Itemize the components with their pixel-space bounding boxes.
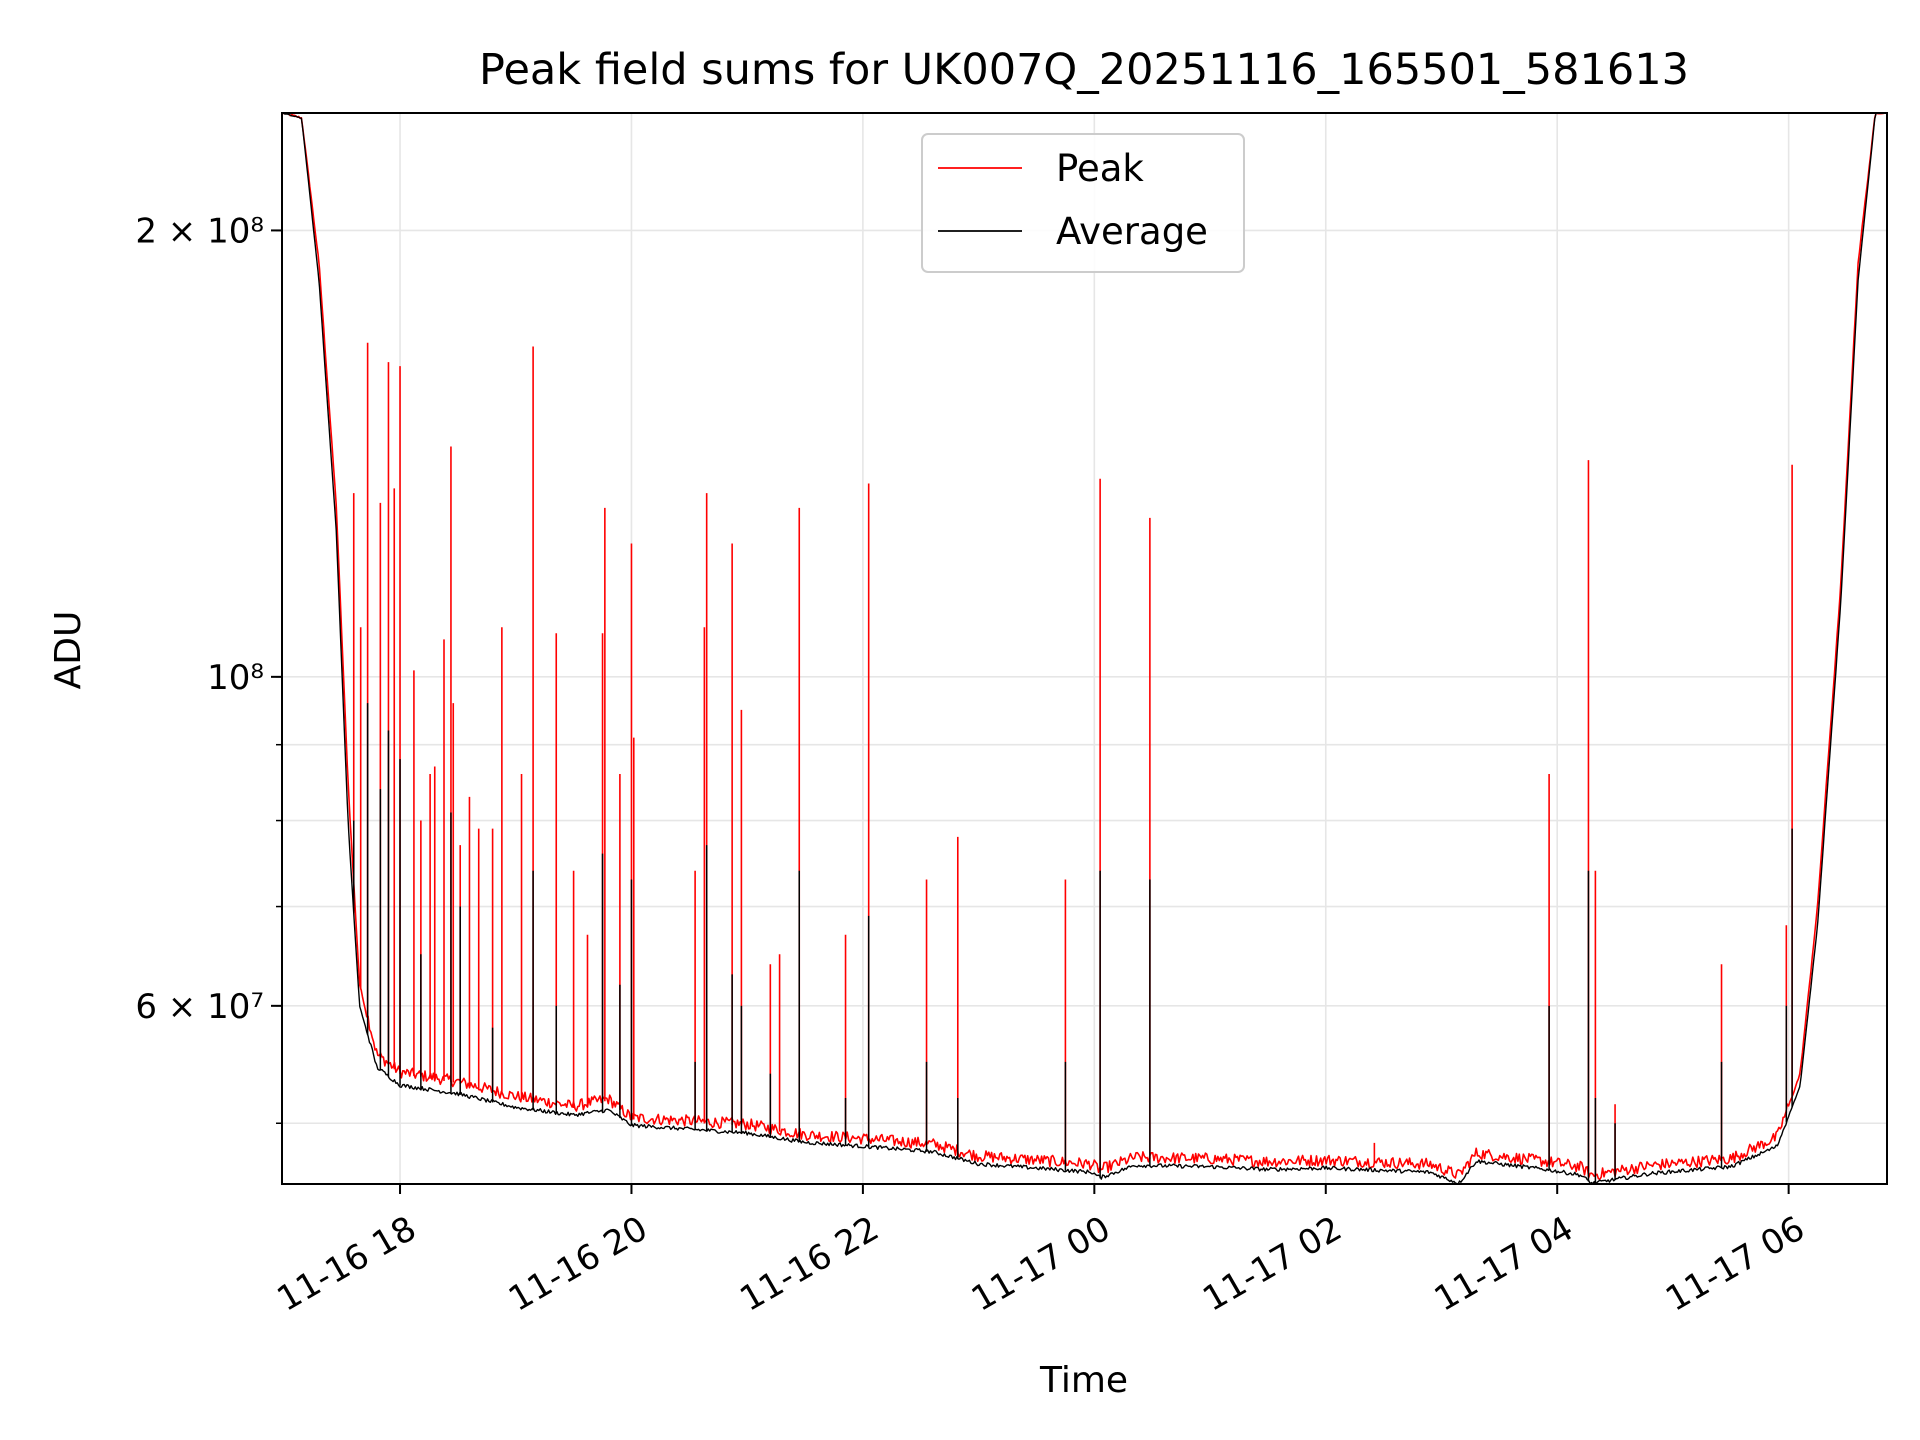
y-axis-label: ADU — [48, 611, 89, 690]
y-axis: 2 × 10⁸ 10⁸ 6 × 10⁷ — [135, 211, 282, 1125]
y-tick-label: 2 × 10⁸ — [135, 211, 264, 251]
peak-series-line — [281, 112, 1886, 1181]
x-axis-label: Time — [1039, 1360, 1128, 1401]
chart-title: Peak field sums for UK007Q_20251116_1655… — [479, 45, 1689, 95]
plot-frame — [281, 112, 1888, 1185]
series-layer — [281, 112, 1886, 1185]
average-series-line — [281, 112, 1886, 1185]
y-tick-label: 10⁸ — [207, 658, 264, 698]
average-spikes — [352, 703, 1793, 1184]
y-tick-label: 6 × 10⁷ — [135, 987, 264, 1027]
legend: Peak Average — [921, 133, 1245, 273]
legend-label-peak: Peak — [1056, 147, 1144, 190]
legend-label-average: Average — [1056, 210, 1208, 253]
